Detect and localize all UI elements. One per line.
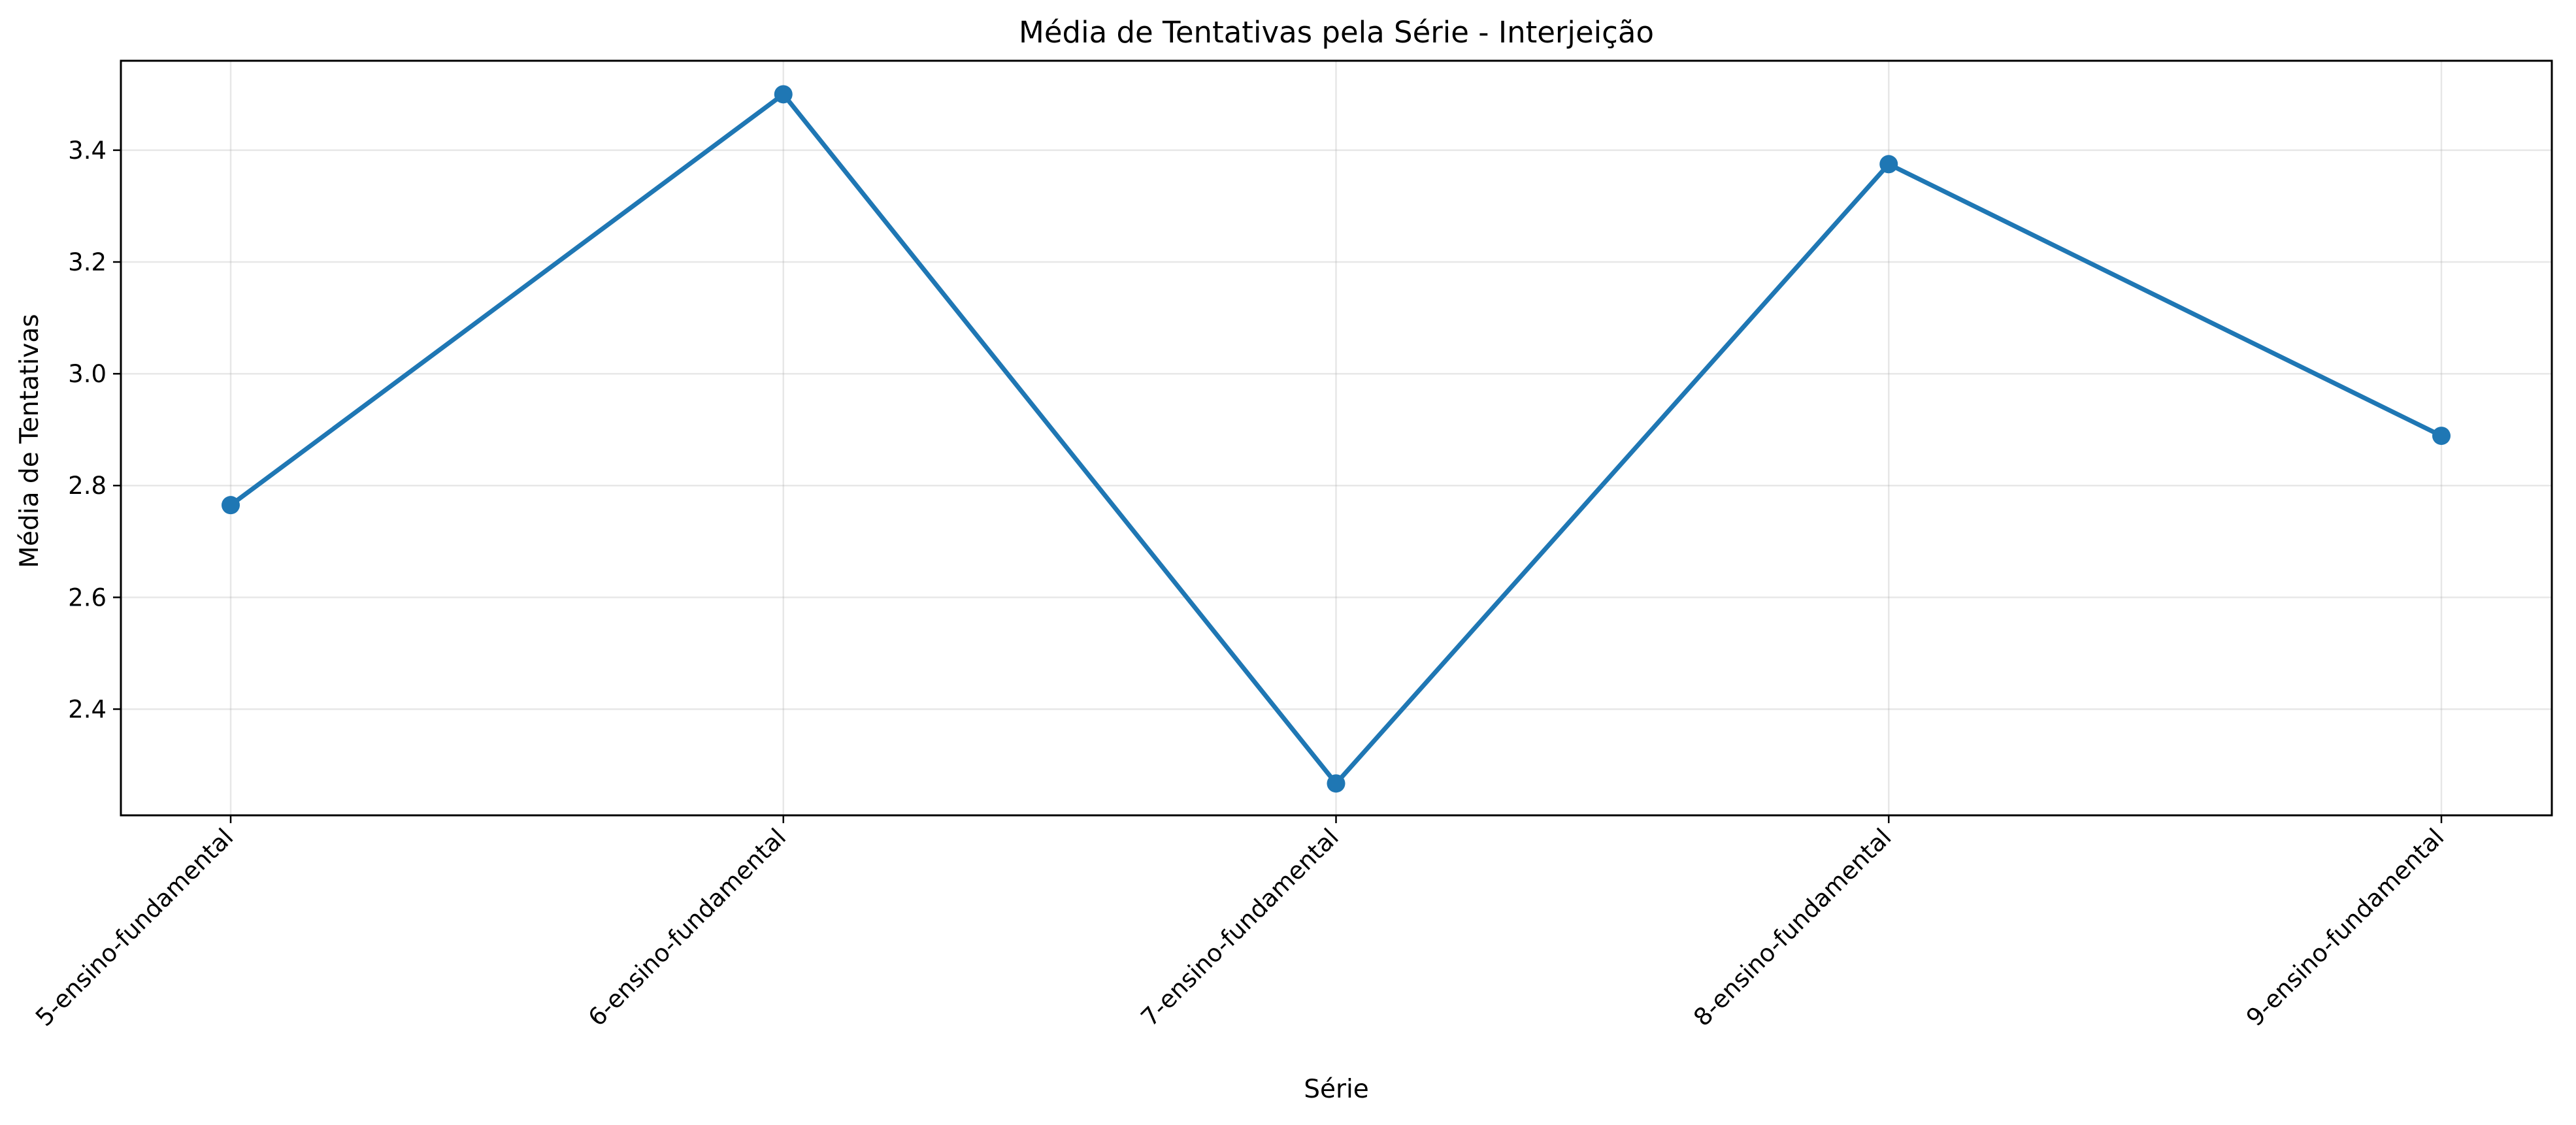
y-tick-label: 2.8 (68, 472, 107, 500)
x-axis: 5-ensino-fundamental 6-ensino-fundamental… (30, 815, 2449, 1032)
y-axis: 2.4 2.6 2.8 3.0 3.2 3.4 (68, 137, 121, 723)
y-axis-label: Média de Tentativas (15, 314, 44, 568)
x-tick-label: 5-ensino-fundamental (30, 823, 239, 1032)
x-tick-label: 9-ensino-fundamental (2241, 823, 2449, 1032)
x-tick-label: 6-ensino-fundamental (583, 823, 791, 1032)
chart-title: Média de Tentativas pela Série - Interje… (1019, 15, 1654, 50)
y-tick-label: 3.2 (68, 248, 107, 276)
y-tick-label: 2.6 (68, 583, 107, 611)
data-points (222, 85, 2451, 793)
data-point (1327, 774, 1346, 793)
y-tick-label: 3.0 (68, 360, 107, 388)
data-point (222, 496, 240, 515)
y-tick-label: 2.4 (68, 695, 107, 723)
data-point (2432, 427, 2451, 446)
x-tick-label: 8-ensino-fundamental (1688, 823, 1896, 1032)
x-axis-label: Série (1304, 1075, 1369, 1104)
data-point (774, 85, 793, 104)
grid (121, 61, 2552, 815)
data-point (1879, 155, 1898, 174)
x-tick-label: 7-ensino-fundamental (1136, 823, 1344, 1032)
y-tick-label: 3.4 (68, 137, 107, 165)
